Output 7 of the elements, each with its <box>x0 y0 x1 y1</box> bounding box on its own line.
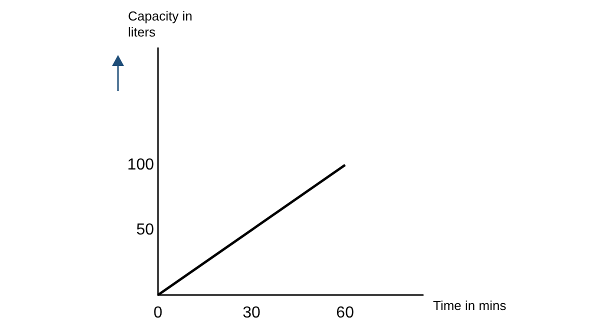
y-tick-label: 100 <box>127 156 154 174</box>
x-tick-label: 30 <box>242 304 261 322</box>
y-tick-label: 50 <box>136 222 154 238</box>
x-tick-label: 60 <box>336 304 354 322</box>
y-axis-title: Capacity in liters <box>128 8 192 40</box>
x-tick-label: 0 <box>154 304 163 322</box>
x-axis-title: Time in mins <box>433 298 507 313</box>
